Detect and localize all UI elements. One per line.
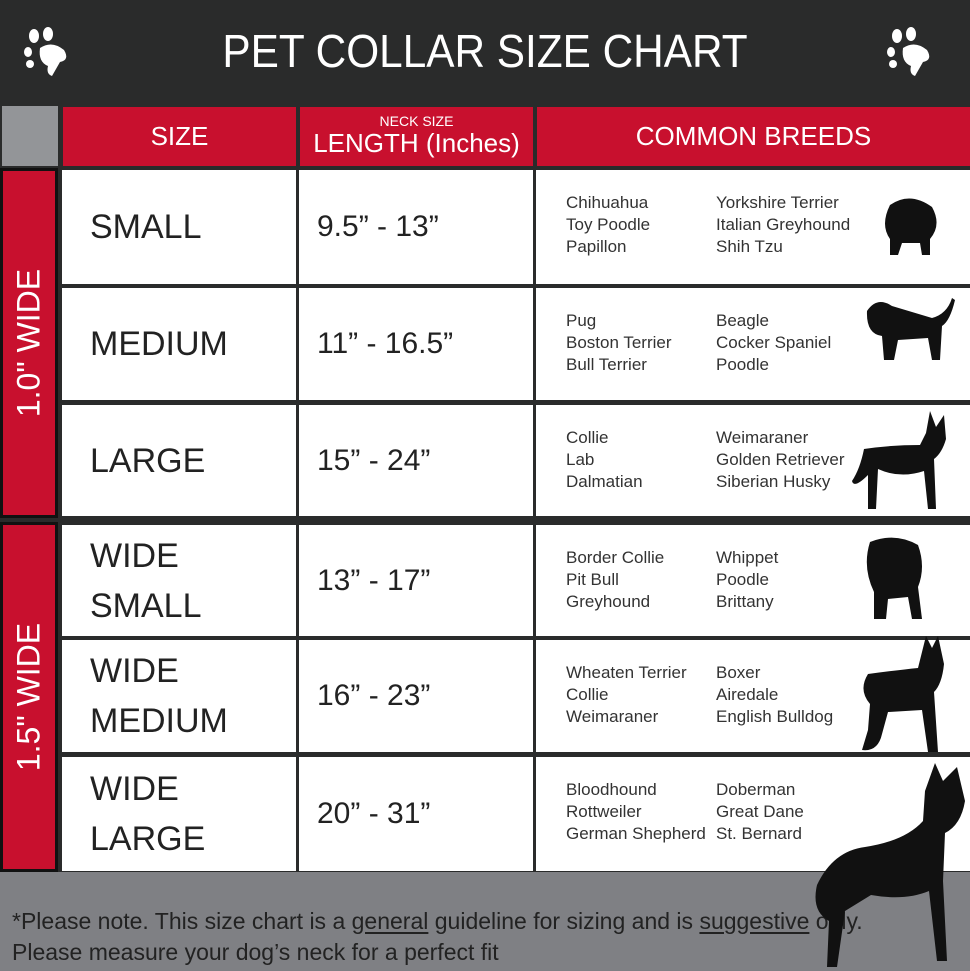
breeds-list: Chihuahua Toy Poodle Papillon xyxy=(566,192,650,258)
size-label: SMALL xyxy=(90,586,202,625)
breeds-list: Whippet Poodle Brittany xyxy=(716,547,778,613)
breed-item: Brittany xyxy=(716,592,774,611)
breed-item: Beagle xyxy=(716,311,769,330)
length-cell: 9.5” - 13” xyxy=(299,170,533,284)
size-label: SMALL xyxy=(90,208,202,246)
size-cell: WIDE LARGE xyxy=(62,757,296,871)
size-label: WIDE xyxy=(90,652,179,690)
page-title: PET COLLAR SIZE CHART xyxy=(222,25,748,77)
breeds-list: Border Collie Pit Bull Greyhound xyxy=(566,547,664,613)
breeds-list: Beagle Cocker Spaniel Poodle xyxy=(716,310,831,376)
breed-item: German Shepherd xyxy=(566,824,706,843)
length-cell: 13” - 17” xyxy=(299,525,533,636)
header-breeds-label: COMMON BREEDS xyxy=(635,121,872,151)
breeds-list: Collie Lab Dalmatian xyxy=(566,427,643,493)
size-label: MEDIUM xyxy=(90,702,228,740)
breed-item: English Bulldog xyxy=(716,707,834,726)
breed-item: Boston Terrier xyxy=(566,333,672,352)
size-label: LARGE xyxy=(90,820,206,858)
size-label: WIDE xyxy=(90,536,179,575)
breeds-list: Bloodhound Rottweiler German Shepherd xyxy=(566,779,706,845)
size-cell: SMALL xyxy=(62,170,296,284)
breed-item: Dalmatian xyxy=(566,472,643,491)
paw-icon xyxy=(24,27,67,76)
size-cell: LARGE xyxy=(62,405,296,516)
breed-item: Boxer xyxy=(716,663,761,682)
breed-item: Bull Terrier xyxy=(566,355,647,374)
breed-item: Siberian Husky xyxy=(716,472,831,491)
breed-item: Toy Poodle xyxy=(566,215,651,234)
breed-item: Doberman xyxy=(716,780,796,799)
header-length: NECK SIZE LENGTH (Inches) xyxy=(300,107,533,166)
size-cell: WIDE MEDIUM xyxy=(62,640,296,752)
breeds-list: Doberman Great Dane St. Bernard xyxy=(716,779,804,845)
breed-item: Poodle xyxy=(716,355,769,374)
breeds-cell: Chihuahua Toy Poodle Papillon Yorkshire Te… xyxy=(536,170,970,284)
breed-item: Pit Bull xyxy=(566,570,619,589)
breed-item: Weimaraner xyxy=(566,707,659,726)
header-length-label: LENGTH (Inches) xyxy=(313,128,520,158)
breed-item: Greyhound xyxy=(566,592,651,611)
breed-item: Italian Greyhound xyxy=(716,215,851,234)
breed-item: Chihuahua xyxy=(566,193,649,212)
breeds-list: Yorkshire Terrier Italian Greyhound Shih T… xyxy=(716,192,850,258)
breed-item: Papillon xyxy=(566,237,627,256)
breed-item: Pug xyxy=(566,311,597,330)
size-label: LARGE xyxy=(90,441,206,480)
breeds-list: Boxer Airedale English Bulldog xyxy=(716,662,833,728)
breed-item: Great Dane xyxy=(716,802,804,821)
breed-item: Collie xyxy=(566,685,609,704)
header-size-label: SIZE xyxy=(150,121,209,151)
breed-item: Weimaraner xyxy=(716,428,809,447)
breed-item: Wheaten Terrier xyxy=(566,663,687,682)
paw-icon xyxy=(887,27,930,76)
breeds-cell: Pug Boston Terrier Bull Terrier Beagle Cock… xyxy=(536,288,970,400)
breeds-list: Pug Boston Terrier Bull Terrier xyxy=(566,310,672,376)
breeds-list: Wheaten Terrier Collie Weimaraner xyxy=(566,662,687,728)
breed-item: Cocker Spaniel xyxy=(716,333,832,352)
breed-item: Lab xyxy=(566,450,595,469)
length-cell: 20” - 31” xyxy=(299,757,533,871)
size-cell: WIDE SMALL xyxy=(62,525,296,636)
group-2-label: 1.5" WIDE xyxy=(0,522,58,872)
length-cell: 15” - 24” xyxy=(299,405,533,516)
size-label: WIDE xyxy=(90,770,179,808)
group-1-label: 1.0" WIDE xyxy=(0,168,58,518)
header: PET COLLAR SIZE CHART xyxy=(0,0,970,104)
header-breeds: COMMON BREEDS xyxy=(537,107,970,166)
breed-item: Whippet xyxy=(716,548,779,567)
breed-item: Collie xyxy=(566,428,609,447)
breeds-list: Weimaraner Golden Retriever Siberian Husky xyxy=(716,427,845,493)
breed-item: Yorkshire Terrier xyxy=(716,193,839,212)
breed-item: Border Collie xyxy=(566,548,665,567)
length-cell: 11” - 16.5” xyxy=(299,288,533,400)
footer-note: *Please note. This size chart is a gener… xyxy=(0,872,970,971)
header-size: SIZE xyxy=(63,107,296,166)
breed-item: Rottweiler xyxy=(566,802,642,821)
length-cell: 16” - 23” xyxy=(299,640,533,752)
breeds-cell: Collie Lab Dalmatian Weimaraner Golden Retr… xyxy=(536,405,970,516)
corner-cell xyxy=(2,106,58,166)
breed-item: Airedale xyxy=(716,685,779,704)
breed-item: St. Bernard xyxy=(716,824,802,843)
size-label: MEDIUM xyxy=(90,325,228,363)
breed-item: Poodle xyxy=(716,570,769,589)
breed-item: Bloodhound xyxy=(566,780,657,799)
breeds-cell: Wheaten Terrier Collie Weimaraner Boxer Air… xyxy=(536,636,970,752)
header-neck-size-label: NECK SIZE xyxy=(379,113,454,129)
breeds-cell: Border Collie Pit Bull Greyhound Whippet Po… xyxy=(536,525,970,636)
breed-item: Shih Tzu xyxy=(716,237,783,256)
breeds-cell: Bloodhound Rottweiler German Shepherd Dobe… xyxy=(536,757,970,967)
size-cell: MEDIUM xyxy=(62,288,296,400)
breed-item: Golden Retriever xyxy=(716,450,845,469)
